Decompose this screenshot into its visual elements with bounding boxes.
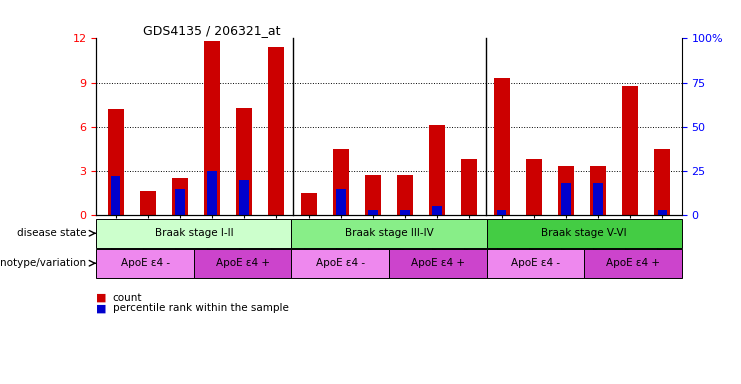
Text: percentile rank within the sample: percentile rank within the sample (113, 303, 288, 313)
Bar (236, 108, 253, 215)
Bar (96, 219, 291, 248)
Text: ApoE ε4 +: ApoE ε4 + (606, 258, 660, 268)
Text: Braak stage III-IV: Braak stage III-IV (345, 228, 433, 238)
Bar (494, 78, 510, 215)
Bar (525, 159, 542, 215)
Text: ■: ■ (96, 303, 107, 313)
Bar (429, 125, 445, 215)
Bar (175, 189, 185, 215)
Bar (496, 210, 506, 215)
Text: Braak stage V-VI: Braak stage V-VI (542, 228, 627, 238)
Text: ApoE ε4 -: ApoE ε4 - (316, 258, 365, 268)
Bar (365, 175, 381, 215)
Text: ApoE ε4 -: ApoE ε4 - (121, 258, 170, 268)
Bar (487, 249, 584, 278)
Bar (397, 175, 413, 215)
Bar (389, 249, 487, 278)
Text: ■: ■ (96, 293, 107, 303)
Bar (140, 192, 156, 215)
Bar (291, 219, 487, 248)
Bar (590, 167, 606, 215)
Bar (291, 249, 389, 278)
Text: count: count (113, 293, 142, 303)
Bar (301, 193, 316, 215)
Bar (204, 41, 220, 215)
Text: ApoE ε4 +: ApoE ε4 + (216, 258, 270, 268)
Bar (207, 171, 217, 215)
Bar (336, 189, 345, 215)
Bar (172, 178, 188, 215)
Bar (96, 249, 194, 278)
Bar (400, 210, 410, 215)
Bar (584, 249, 682, 278)
Bar (654, 149, 671, 215)
Bar (368, 210, 378, 215)
Text: genotype/variation: genotype/variation (0, 258, 87, 268)
Bar (622, 86, 638, 215)
Text: ApoE ε4 +: ApoE ε4 + (411, 258, 465, 268)
Bar (657, 210, 667, 215)
Bar (487, 219, 682, 248)
Text: GDS4135 / 206321_at: GDS4135 / 206321_at (143, 24, 281, 37)
Bar (433, 206, 442, 215)
Bar (194, 249, 291, 278)
Bar (561, 183, 571, 215)
Bar (558, 167, 574, 215)
Text: Braak stage I-II: Braak stage I-II (155, 228, 233, 238)
Bar (268, 47, 285, 215)
Bar (333, 149, 349, 215)
Bar (107, 109, 124, 215)
Bar (239, 180, 249, 215)
Text: disease state: disease state (17, 228, 87, 238)
Bar (111, 176, 121, 215)
Bar (594, 183, 603, 215)
Bar (462, 159, 477, 215)
Text: ApoE ε4 -: ApoE ε4 - (511, 258, 560, 268)
